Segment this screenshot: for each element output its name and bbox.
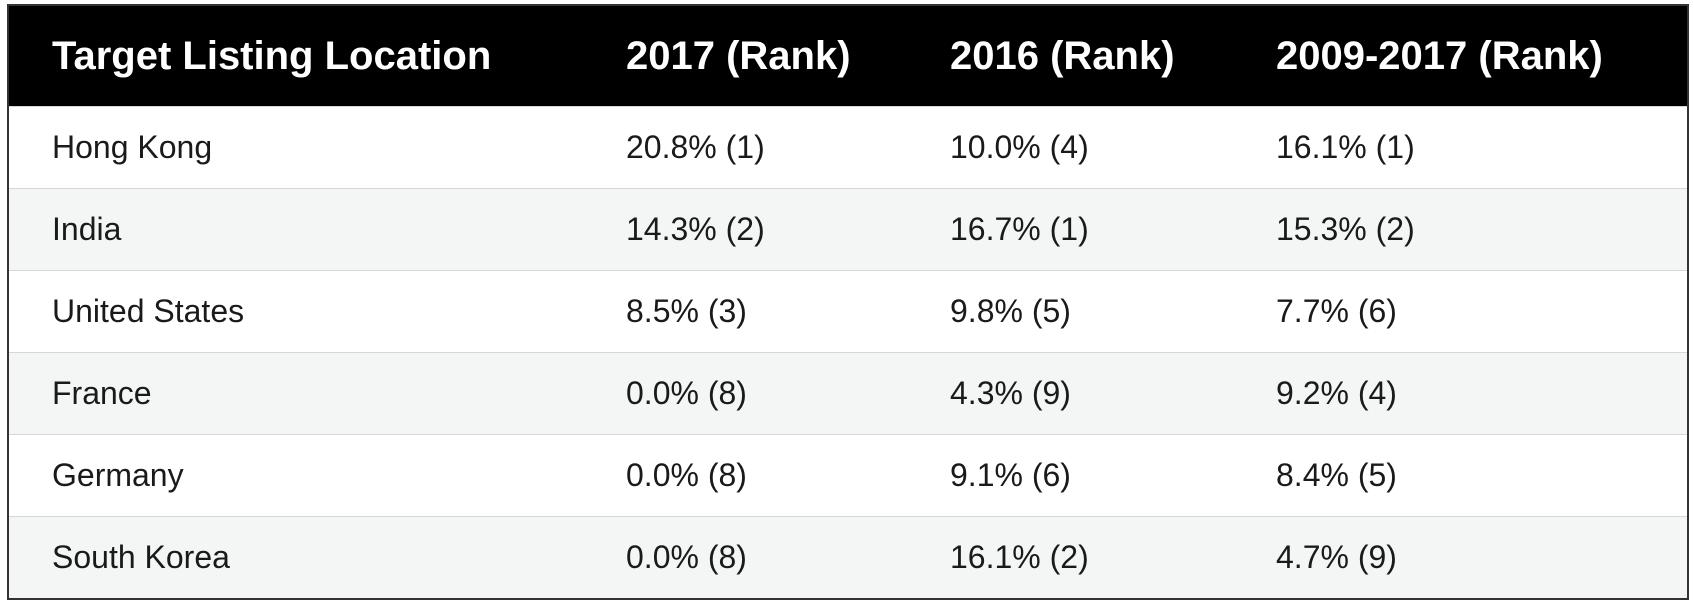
location-cell: France bbox=[8, 352, 626, 435]
table-row: United States 8.5% (3) 9.8% (5) 7.7% (6) bbox=[8, 270, 1688, 353]
value-cell: 4.3% (9) bbox=[950, 352, 1276, 435]
value-cell: 0.0% (8) bbox=[626, 516, 950, 599]
table-row: India 14.3% (2) 16.7% (1) 15.3% (2) bbox=[8, 188, 1688, 271]
value-cell: 14.3% (2) bbox=[626, 188, 950, 271]
header-cell: 2009-2017 (Rank) bbox=[1276, 5, 1688, 107]
table: Target Listing Location 2017 (Rank) 2016 (… bbox=[7, 4, 1689, 600]
table-row: Hong Kong 20.8% (1) 10.0% (4) 16.1% (1) bbox=[8, 106, 1688, 189]
value-cell: 8.5% (3) bbox=[626, 270, 950, 353]
table-container: Target Listing Location 2017 (Rank) 2016 (… bbox=[7, 4, 1689, 600]
location-cell: India bbox=[8, 188, 626, 271]
table-row: Germany 0.0% (8) 9.1% (6) 8.4% (5) bbox=[8, 434, 1688, 517]
value-cell: 15.3% (2) bbox=[1276, 188, 1688, 271]
location-cell: South Korea bbox=[8, 516, 626, 599]
table-row: South Korea 0.0% (8) 16.1% (2) 4.7% (9) bbox=[8, 516, 1688, 599]
value-cell: 9.8% (5) bbox=[950, 270, 1276, 353]
value-cell: 7.7% (6) bbox=[1276, 270, 1688, 353]
value-cell: 0.0% (8) bbox=[626, 352, 950, 435]
value-cell: 0.0% (8) bbox=[626, 434, 950, 517]
location-cell: United States bbox=[8, 270, 626, 353]
header-cell: Target Listing Location bbox=[8, 5, 626, 107]
value-cell: 20.8% (1) bbox=[626, 106, 950, 189]
value-cell: 16.7% (1) bbox=[950, 188, 1276, 271]
value-cell: 16.1% (2) bbox=[950, 516, 1276, 599]
header-cell: 2017 (Rank) bbox=[626, 5, 950, 107]
table-row: France 0.0% (8) 4.3% (9) 9.2% (4) bbox=[8, 352, 1688, 435]
value-cell: 8.4% (5) bbox=[1276, 434, 1688, 517]
value-cell: 9.2% (4) bbox=[1276, 352, 1688, 435]
location-cell: Hong Kong bbox=[8, 106, 626, 189]
header-row: Target Listing Location 2017 (Rank) 2016 (… bbox=[8, 5, 1688, 107]
value-cell: 10.0% (4) bbox=[950, 106, 1276, 189]
table-body: Hong Kong 20.8% (1) 10.0% (4) 16.1% (1) Indi… bbox=[8, 106, 1688, 599]
value-cell: 4.7% (9) bbox=[1276, 516, 1688, 599]
location-cell: Germany bbox=[8, 434, 626, 517]
value-cell: 16.1% (1) bbox=[1276, 106, 1688, 189]
header-cell: 2016 (Rank) bbox=[950, 5, 1276, 107]
value-cell: 9.1% (6) bbox=[950, 434, 1276, 517]
